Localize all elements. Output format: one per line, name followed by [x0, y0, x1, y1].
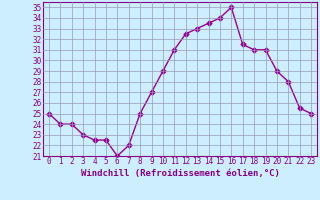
- X-axis label: Windchill (Refroidissement éolien,°C): Windchill (Refroidissement éolien,°C): [81, 169, 279, 178]
